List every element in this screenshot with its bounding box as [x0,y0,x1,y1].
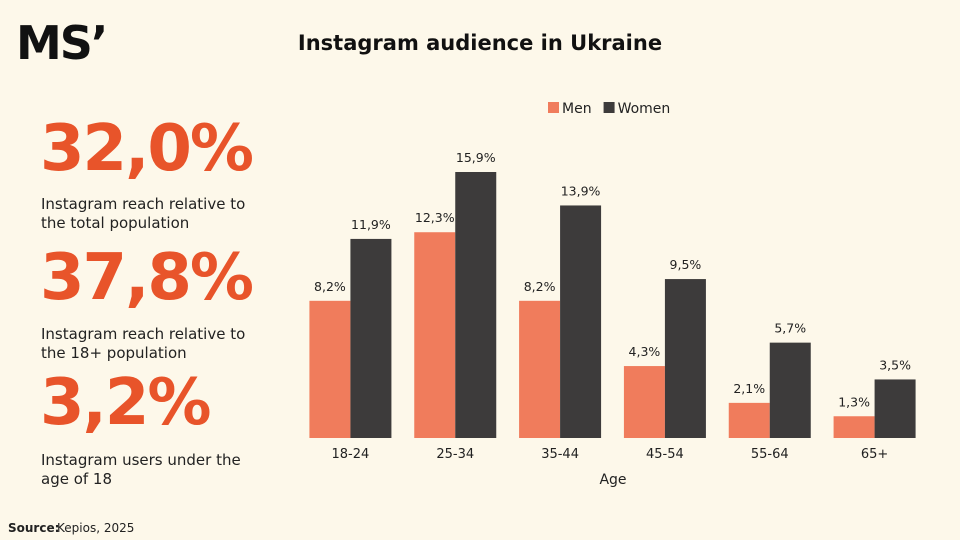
stat-label: the total population [41,214,189,232]
stat-value: 32,0% [40,112,253,186]
value-label: 3,5% [879,357,911,372]
value-label: 8,2% [314,279,346,294]
bar [455,172,497,438]
value-label: 12,3% [415,210,455,225]
legend-swatch [548,102,559,113]
bar [560,205,602,438]
value-label: 15,9% [456,150,496,165]
bar [519,300,561,438]
stat-label: Instagram reach relative to [41,195,245,213]
bar [769,342,811,438]
value-label: 2,1% [733,381,765,396]
value-label: 11,9% [351,217,391,232]
bar [664,279,706,438]
x-tick-label: 35-44 [541,447,579,462]
bar [728,402,770,438]
value-label: 9,5% [670,257,702,272]
legend-swatch [603,102,615,113]
stat-value: 3,2% [40,366,210,440]
stat-label: Instagram users under the [41,451,241,469]
bar [874,379,916,438]
x-tick-label: 18-24 [332,447,370,462]
stat-label: Instagram reach relative to [41,325,245,343]
logo: MS’ [16,16,106,70]
x-tick-label: 65+ [861,447,888,462]
x-tick-label: 25-34 [436,447,474,462]
value-label: 1,3% [838,394,870,409]
source-label: Source: [8,521,59,535]
bar [414,232,456,438]
legend-label: Men [562,101,592,117]
source-text: Kepios, 2025 [57,521,134,535]
stat-label: age of 18 [41,470,112,488]
value-label: 4,3% [629,344,661,359]
bar [833,416,875,438]
stat-value: 37,8% [40,241,253,315]
x-tick-label: 45-54 [646,447,684,462]
stat-label: the 18+ population [41,344,187,362]
chart-title: Instagram audience in Ukraine [298,31,662,55]
legend-label: Women [618,101,671,117]
bar [350,238,392,438]
value-label: 5,7% [774,321,806,336]
bar [309,300,351,438]
x-tick-label: 55-64 [751,447,789,462]
value-label: 13,9% [561,183,601,198]
value-label: 8,2% [524,279,556,294]
bar [623,366,665,438]
x-axis-label: Age [599,472,626,488]
